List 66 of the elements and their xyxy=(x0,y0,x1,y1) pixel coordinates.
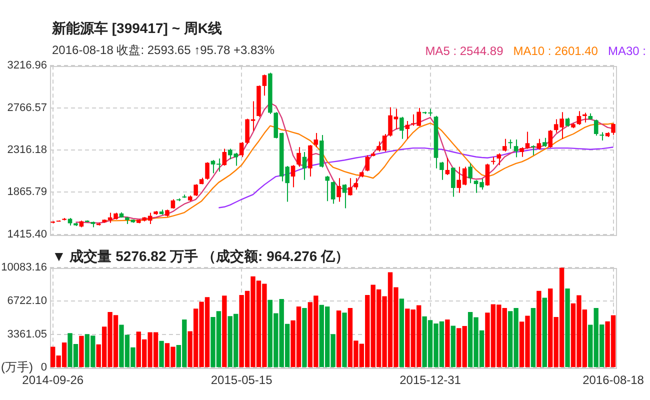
bar xyxy=(342,312,347,368)
candlestick xyxy=(440,161,444,180)
bar xyxy=(399,298,404,368)
y-tick-label: 10083.16 xyxy=(1,262,47,274)
y-tick-label: 2316.18 xyxy=(7,144,47,156)
candlestick xyxy=(342,184,347,209)
text: MA5 : 2544.89 xyxy=(425,44,504,58)
x-tick-label: 2015-05-15 xyxy=(210,373,273,388)
text: MA10 : 2601.40 xyxy=(513,44,598,58)
candlestick xyxy=(314,132,318,148)
candlestick xyxy=(576,110,582,126)
candlestick xyxy=(400,116,404,140)
candlestick xyxy=(336,178,341,202)
y-tick-label: 6722.10 xyxy=(7,294,47,307)
candlestick xyxy=(222,148,227,166)
candlestick xyxy=(611,122,616,136)
x-tick-label: 2014-09-26 xyxy=(22,373,84,388)
candlestick xyxy=(302,151,307,180)
candlestick xyxy=(348,178,352,196)
chart-subtitle: 2016-08-18 收盘: 2593.65 ↑95.78 +3.83% xyxy=(52,42,274,59)
bar xyxy=(159,340,164,368)
bar xyxy=(450,326,456,368)
candlestick xyxy=(330,181,336,204)
y-axis-title: (万手) xyxy=(1,359,33,376)
candlestick xyxy=(451,166,456,198)
candlestick xyxy=(308,144,312,178)
candlestick xyxy=(239,142,244,158)
text: MA30 : xyxy=(608,44,646,58)
bar xyxy=(445,319,450,368)
y-tick-label: 2766.57 xyxy=(7,102,47,114)
y-tick-label: 1865.79 xyxy=(7,186,47,198)
candlestick xyxy=(582,112,587,123)
bar xyxy=(336,310,342,368)
bar xyxy=(565,288,570,368)
bar xyxy=(542,298,547,368)
candlestick xyxy=(325,175,330,202)
candlestick xyxy=(514,139,518,158)
chart-title: ▼ 成交量 5276.82 万手 （成交额: 964.276 亿） xyxy=(52,248,350,266)
candlestick xyxy=(296,146,301,168)
y-tick-label: 3361.05 xyxy=(7,328,47,340)
candlestick xyxy=(520,146,524,158)
bar xyxy=(530,308,536,368)
x-tick-label: 2015-12-31 xyxy=(400,373,462,388)
candlestick xyxy=(502,138,507,152)
candlestick xyxy=(290,164,296,188)
y-tick-label: 1415.40 xyxy=(7,228,47,240)
candlestick xyxy=(508,139,512,150)
candlestick xyxy=(594,119,598,136)
x-tick-label: 2016-08-18 xyxy=(582,373,644,388)
candlestick xyxy=(536,138,542,150)
y-tick-label: 3216.96 xyxy=(7,60,47,72)
bar xyxy=(536,290,542,368)
candlestick xyxy=(468,162,472,184)
candlestick xyxy=(485,163,490,186)
bar xyxy=(222,296,227,368)
bar xyxy=(302,308,307,368)
candlestick xyxy=(354,178,358,190)
candlestick xyxy=(262,74,267,96)
candlestick xyxy=(365,154,370,172)
candlestick xyxy=(548,129,553,148)
chart-title: 新能源车 [399417] ~ 周K线 xyxy=(52,20,222,38)
candlestick xyxy=(525,131,530,150)
bar xyxy=(79,336,84,368)
candlestick xyxy=(531,144,536,156)
y-tick-label: 0 xyxy=(40,362,47,374)
candlestick xyxy=(205,162,210,180)
